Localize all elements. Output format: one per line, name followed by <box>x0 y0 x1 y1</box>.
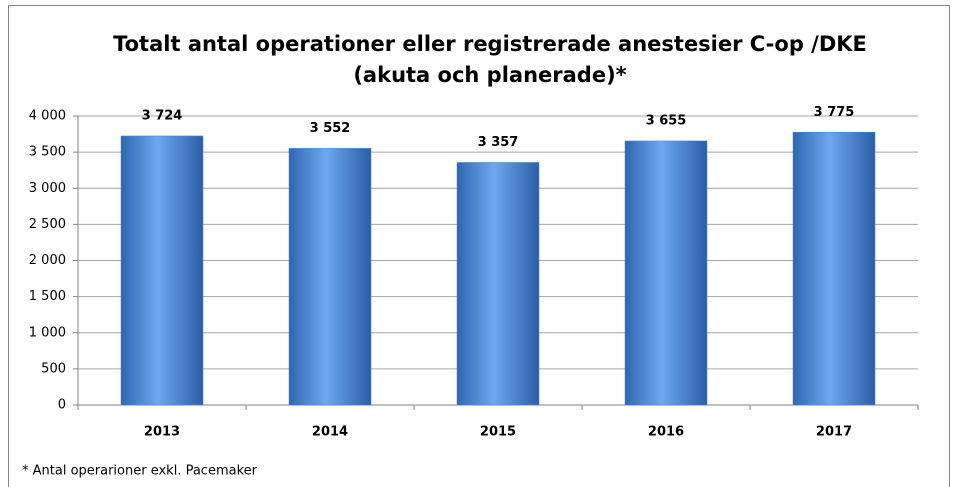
chart-title: Totalt antal operationer eller registrer… <box>113 32 867 56</box>
x-tick-label: 2015 <box>480 425 516 440</box>
chart-title: (akuta och planerade)* <box>353 63 626 87</box>
y-tick-label: 4 000 <box>29 109 66 124</box>
x-tick-label: 2014 <box>312 425 348 440</box>
bar <box>120 135 204 406</box>
value-label: 3 775 <box>814 105 855 120</box>
bar <box>624 140 708 406</box>
x-tick-label: 2013 <box>144 425 180 440</box>
value-label: 3 724 <box>142 108 183 123</box>
bar <box>288 148 372 406</box>
y-tick-label: 3 500 <box>29 145 66 160</box>
y-tick-label: 500 <box>41 361 66 376</box>
footnote: * Antal operarioner exkl. Pacemaker <box>22 464 258 479</box>
y-tick-label: 3 000 <box>29 181 66 196</box>
x-tick-label: 2017 <box>816 425 852 440</box>
y-tick-label: 1 000 <box>29 325 66 340</box>
y-tick-label: 2 000 <box>29 253 66 268</box>
x-tick-label: 2016 <box>648 425 684 440</box>
value-label: 3 655 <box>646 113 687 128</box>
y-tick-label: 2 500 <box>29 217 66 232</box>
bar <box>792 132 876 406</box>
value-label: 3 552 <box>310 121 351 136</box>
y-tick-label: 0 <box>58 398 66 413</box>
y-tick-label: 1 500 <box>29 289 66 304</box>
bar <box>456 162 540 406</box>
value-label: 3 357 <box>478 135 519 150</box>
